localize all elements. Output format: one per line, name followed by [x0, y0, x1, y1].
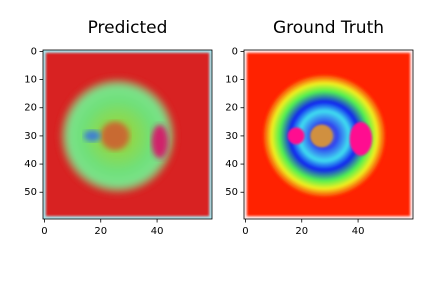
image	[244, 50, 413, 219]
image	[43, 50, 212, 219]
image-blob	[349, 121, 373, 156]
y-tick-label: 50	[24, 187, 37, 198]
y-tick-label: 20	[225, 103, 238, 114]
axes-frame	[42, 49, 213, 220]
image-center	[100, 121, 129, 150]
y-tick-label: 0	[232, 46, 238, 57]
x-tick-label: 40	[352, 226, 365, 237]
image-center	[310, 124, 333, 148]
image-blob	[151, 124, 169, 159]
axes-frame	[243, 49, 414, 220]
chart-title: Ground Truth	[273, 18, 384, 38]
x-tick-label: 0	[41, 226, 47, 237]
y-tick-label: 40	[24, 159, 37, 170]
image-blob	[287, 127, 305, 145]
y-tick-label: 20	[24, 103, 37, 114]
image-blob	[83, 130, 101, 142]
y-tick-label: 10	[24, 75, 37, 86]
x-tick-label: 20	[295, 226, 308, 237]
y-tick-label: 30	[225, 131, 238, 142]
x-tick-label: 0	[242, 226, 248, 237]
chart-title: Predicted	[88, 18, 168, 38]
y-tick-label: 50	[225, 187, 238, 198]
y-tick-label: 0	[31, 46, 37, 57]
y-tick-label: 30	[24, 131, 37, 142]
x-tick-label: 20	[94, 226, 107, 237]
y-tick-label: 40	[225, 159, 238, 170]
x-tick-label: 40	[151, 226, 164, 237]
y-tick-label: 10	[225, 75, 238, 86]
